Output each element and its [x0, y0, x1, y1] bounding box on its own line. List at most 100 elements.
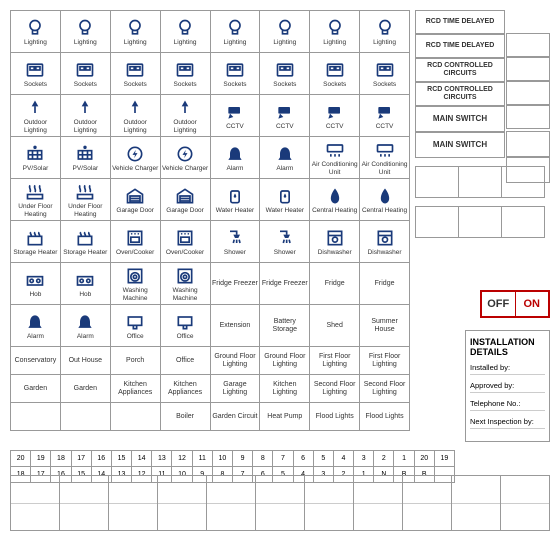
circuit-label-cell: CCTV [211, 95, 261, 137]
way-number: 9 [233, 451, 253, 467]
way-number: 10 [213, 451, 233, 467]
circuit-label-text: Fridge Freezer [262, 280, 308, 288]
circuit-label-cell: Kitchen Appliances [111, 375, 161, 403]
switch-label: RCD TIME DELAYED [415, 10, 505, 34]
circuit-label-cell: Alarm [11, 305, 61, 347]
circuit-label-cell: Fridge Freezer [211, 263, 261, 305]
ac-icon [375, 139, 395, 161]
circuit-label-cell: Hob [11, 263, 61, 305]
circuit-label-text: Sockets [124, 81, 147, 88]
circuit-label-cell: Dishwasher [360, 221, 410, 263]
circuit-label-text: Outdoor Lighting [112, 119, 159, 133]
socket-icon [125, 59, 145, 81]
circuit-label-text: Dishwasher [318, 249, 352, 256]
circuit-label-text: CCTV [276, 123, 294, 130]
lamp-icon [75, 97, 95, 119]
garage-icon [125, 185, 145, 207]
storage-icon [25, 227, 45, 249]
blank-cell [415, 206, 459, 238]
circuit-label-cell: Alarm [211, 137, 261, 179]
circuit-label-text: Central Heating [362, 207, 407, 214]
circuit-label-cell: Sockets [211, 53, 261, 95]
way-number: 13 [152, 451, 172, 467]
circuit-label-text: Storage Heater [63, 249, 107, 256]
blank-slot [256, 476, 305, 531]
shower-icon [275, 227, 295, 249]
ev-icon [125, 143, 145, 165]
ev-icon [175, 143, 195, 165]
circuit-label-text: Porch [126, 357, 144, 365]
circuit-label-text: Alarm [27, 333, 44, 340]
way-number: 20 [415, 451, 435, 467]
circuit-label-text: Under Floor Heating [12, 203, 59, 217]
circuit-label-text: Office [127, 333, 144, 340]
circuit-label-cell: Kitchen Lighting [260, 375, 310, 403]
circuit-label-cell: Fridge [310, 263, 360, 305]
circuit-label-text: Air Conditioning Unit [311, 161, 358, 175]
circuit-label-cell: Shower [211, 221, 261, 263]
storage-icon [75, 227, 95, 249]
circuit-label-text: CCTV [226, 123, 244, 130]
solar-icon [75, 143, 95, 165]
circuit-label-cell: Water Heater [260, 179, 310, 221]
circuit-label-cell: Under Floor Heating [61, 179, 111, 221]
circuit-label-cell: Lighting [310, 11, 360, 53]
wash-icon [125, 265, 145, 287]
circuit-label-text: Shower [224, 249, 246, 256]
circuit-label-cell: Garage Door [161, 179, 211, 221]
way-number: 2 [374, 451, 394, 467]
circuit-label-text: Battery Storage [261, 318, 308, 333]
socket-icon [25, 59, 45, 81]
switch-label: MAIN SWITCH [415, 106, 505, 132]
circuit-label-cell: Washing Machine [111, 263, 161, 305]
circuit-label-text: Outdoor Lighting [12, 119, 59, 133]
install-field: Installed by: [470, 363, 545, 375]
circuit-label-cell: Fridge Freezer [260, 263, 310, 305]
office-icon [125, 311, 145, 333]
circuit-label-text: Sockets [74, 81, 97, 88]
way-number: 20 [11, 451, 31, 467]
circuit-label-text: CCTV [376, 123, 394, 130]
circuit-label-grid: LightingLightingLightingLightingLighting… [10, 10, 410, 431]
socket-icon [325, 59, 345, 81]
alarm-icon [225, 143, 245, 165]
circuit-label-cell [61, 403, 111, 431]
circuit-label-text: Garden [24, 385, 47, 393]
switch-labels: RCD TIME DELAYEDRCD TIME DELAYEDRCD CONT… [415, 10, 550, 238]
circuit-label-text: Summer House [361, 318, 408, 333]
install-title: INSTALLATION DETAILS [470, 337, 545, 357]
circuit-label-cell: Washing Machine [161, 263, 211, 305]
blank-slot [305, 476, 354, 531]
circuit-label-text: Sockets [273, 81, 296, 88]
circuit-label-text: Garage Door [166, 207, 204, 214]
circuit-label-cell: Conservatory [11, 347, 61, 375]
install-field: Telephone No.: [470, 399, 545, 411]
circuit-label-text: Lighting [24, 39, 47, 46]
circuit-label-cell: Office [111, 305, 161, 347]
circuit-label-cell: Sockets [111, 53, 161, 95]
ufh-icon [75, 181, 95, 203]
socket-icon [175, 59, 195, 81]
lamp-icon [25, 97, 45, 119]
circuit-label-text: Hob [29, 291, 41, 298]
circuit-label-cell: Storage Heater [61, 221, 111, 263]
circuit-label-text: Ground Floor Lighting [212, 353, 259, 368]
circuit-label-cell: Kitchen Appliances [161, 375, 211, 403]
circuit-label-text: Oven/Cooker [116, 249, 154, 256]
blank-slot [501, 476, 550, 531]
circuit-label-cell: Under Floor Heating [11, 179, 61, 221]
circuit-label-text: Under Floor Heating [62, 203, 109, 217]
blank-slot [403, 476, 452, 531]
circuit-label-text: Second Floor Lighting [361, 381, 408, 396]
circuit-label-cell: Dishwasher [310, 221, 360, 263]
circuit-label-text: Sockets [174, 81, 197, 88]
bulb-icon [75, 17, 95, 39]
circuit-label-text: Lighting [224, 39, 247, 46]
circuit-label-text: Shower [274, 249, 296, 256]
way-number: 12 [172, 451, 192, 467]
circuit-label-cell [11, 403, 61, 431]
shower-icon [225, 227, 245, 249]
way-number: 17 [72, 451, 92, 467]
blank-slot [60, 476, 109, 531]
circuit-label-text: Heat Pump [267, 413, 302, 421]
